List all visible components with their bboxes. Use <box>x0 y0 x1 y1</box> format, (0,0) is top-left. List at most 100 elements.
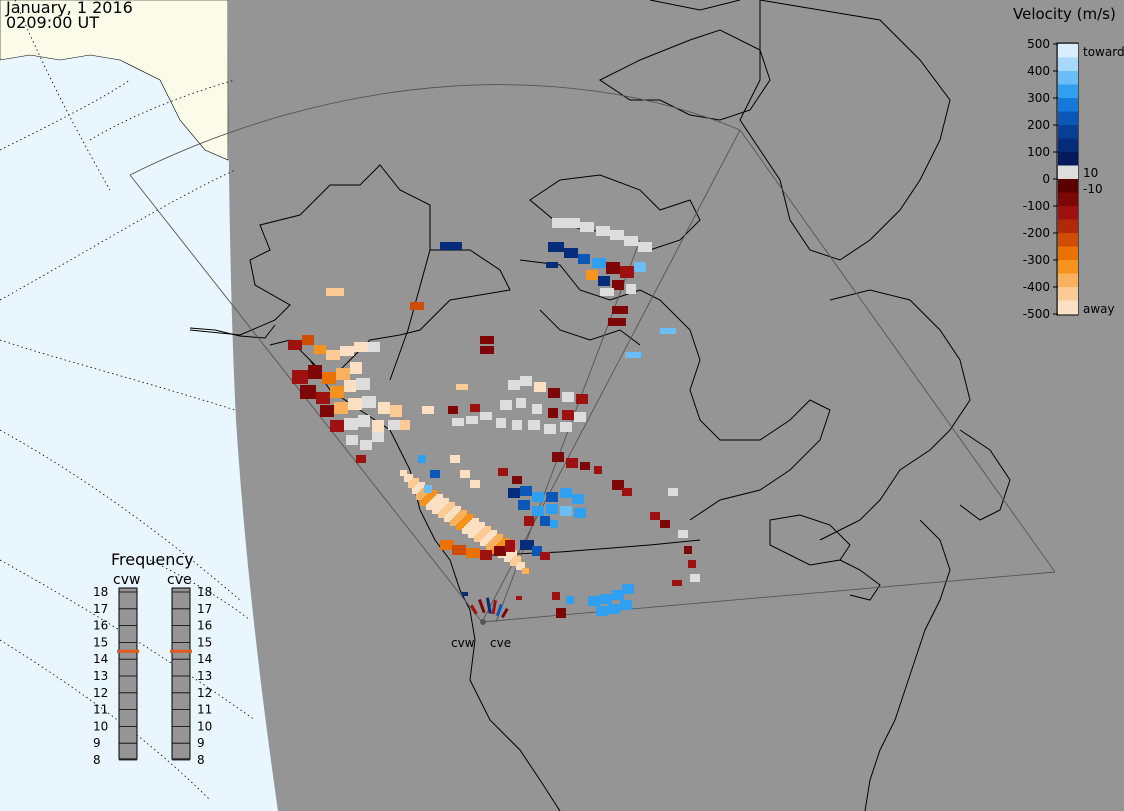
velocity-cell <box>572 494 584 504</box>
velocity-cell <box>470 404 480 412</box>
velocity-cell <box>390 405 402 417</box>
velocity-legend: 500 400 300 200 100 0 -100 -200 -300 -400 -500 tow… <box>1023 37 1124 321</box>
velocity-cell <box>518 562 525 568</box>
velocity-cell <box>440 540 454 550</box>
velocity-cell <box>356 378 370 390</box>
velocity-cell <box>372 432 384 442</box>
velocity-cell <box>418 455 426 463</box>
velocity-cell <box>300 385 316 399</box>
velocity-cell <box>608 318 626 326</box>
legend-swatch <box>1058 98 1078 112</box>
velocity-cell <box>638 242 652 252</box>
velocity-cell <box>518 500 530 510</box>
frequency-scale-label: 9 <box>93 736 101 750</box>
velocity-cell <box>544 424 556 434</box>
velocity-cell <box>480 550 492 560</box>
velocity-cell <box>388 420 400 430</box>
velocity-cell <box>448 502 455 508</box>
velocity-cell <box>606 262 620 274</box>
velocity-cell <box>612 306 628 314</box>
velocity-cell <box>560 506 572 516</box>
legend-swatch <box>1058 287 1078 301</box>
velocity-cell <box>660 328 676 334</box>
frequency-scale-label: 18 <box>197 585 212 599</box>
legend-swatch <box>1058 111 1078 126</box>
velocity-cell <box>552 218 566 228</box>
frequency-scale-label: 14 <box>93 652 108 666</box>
velocity-cell <box>552 592 560 600</box>
velocity-cells <box>288 218 700 619</box>
velocity-cell <box>452 418 464 426</box>
velocity-cell <box>620 600 632 610</box>
velocity-cell <box>625 352 641 358</box>
legend-swatch <box>1058 300 1078 315</box>
legend-swatch <box>1058 57 1078 72</box>
velocity-cell <box>462 592 468 596</box>
velocity-cell <box>512 420 522 430</box>
velocity-cell <box>348 398 362 410</box>
velocity-cell <box>450 455 460 463</box>
velocity-cell <box>524 516 534 526</box>
velocity-cell <box>354 342 368 352</box>
velocity-cell <box>322 372 336 384</box>
velocity-cell <box>532 506 544 516</box>
velocity-cell <box>480 412 492 420</box>
legend-tick-label: -300 <box>1023 253 1050 267</box>
velocity-cell <box>496 534 503 540</box>
velocity-cell <box>400 420 410 430</box>
legend-tick-label: -200 <box>1023 226 1050 240</box>
velocity-cell <box>534 382 546 392</box>
velocity-cell <box>356 455 366 463</box>
velocity-cell <box>672 580 682 586</box>
frequency-scale-label: 10 <box>197 719 212 733</box>
velocity-cell <box>684 546 692 554</box>
velocity-cell <box>350 362 362 374</box>
velocity-cell <box>586 270 598 280</box>
velocity-cell <box>598 276 610 286</box>
legend-tick-label: 500 <box>1027 37 1050 51</box>
velocity-cell <box>469 604 478 615</box>
frequency-scale-label: 12 <box>93 686 108 700</box>
velocity-cell <box>594 466 602 474</box>
legend-toward-label: toward <box>1083 45 1124 59</box>
frequency-scale-label: 9 <box>197 736 205 750</box>
velocity-cell <box>470 480 480 488</box>
velocity-cell <box>550 520 558 528</box>
frequency-scale-label: 15 <box>93 635 108 649</box>
velocity-cell <box>532 404 542 414</box>
velocity-cell <box>516 398 526 408</box>
velocity-cell <box>576 394 588 404</box>
velocity-cell <box>498 468 508 476</box>
velocity-cell <box>500 400 512 410</box>
velocity-cell <box>326 288 344 296</box>
velocity-cell <box>424 485 432 493</box>
velocity-cell <box>360 440 372 450</box>
velocity-cell <box>494 546 506 556</box>
legend-swatch <box>1058 84 1078 99</box>
legend-swatch <box>1058 138 1078 153</box>
velocity-cell <box>622 584 634 594</box>
velocity-cell <box>466 416 478 424</box>
frequency-bar-cve <box>171 587 191 760</box>
legend-swatch <box>1058 206 1078 220</box>
legend-tick-label: 100 <box>1027 145 1050 159</box>
frequency-scale-label: 16 <box>93 619 108 633</box>
velocity-cell <box>400 470 407 476</box>
velocity-cell <box>378 402 390 414</box>
velocity-cell <box>564 248 578 258</box>
velocity-cell <box>580 222 594 232</box>
frequency-scale-label: 12 <box>197 686 212 700</box>
velocity-cell <box>496 418 506 428</box>
legend-tick-label: 0 <box>1042 172 1050 186</box>
legend-away-label: away <box>1083 302 1115 316</box>
velocity-cell <box>330 420 344 432</box>
velocity-cell <box>560 422 572 432</box>
velocity-cell <box>412 478 419 484</box>
date-text: January, 1 2016 <box>6 0 133 17</box>
velocity-cell <box>690 574 700 582</box>
frequency-scale-label: 8 <box>93 753 101 767</box>
velocity-cell <box>480 336 494 344</box>
velocity-cell <box>430 490 437 496</box>
velocity-cell <box>688 560 696 568</box>
velocity-cell <box>608 604 620 614</box>
